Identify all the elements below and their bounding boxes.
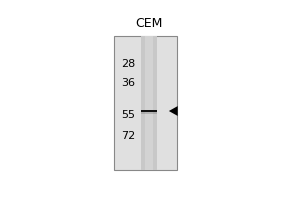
Text: 28: 28 [121,59,135,69]
Bar [141,36,157,170]
Bar [145,36,153,170]
Bar [141,112,157,114]
Bar [141,110,157,112]
Text: CEM: CEM [135,17,163,30]
Text: 72: 72 [121,131,135,141]
Bar [114,36,177,170]
Text: 55: 55 [121,110,135,120]
Polygon shape [169,106,178,116]
Text: 36: 36 [121,78,135,88]
